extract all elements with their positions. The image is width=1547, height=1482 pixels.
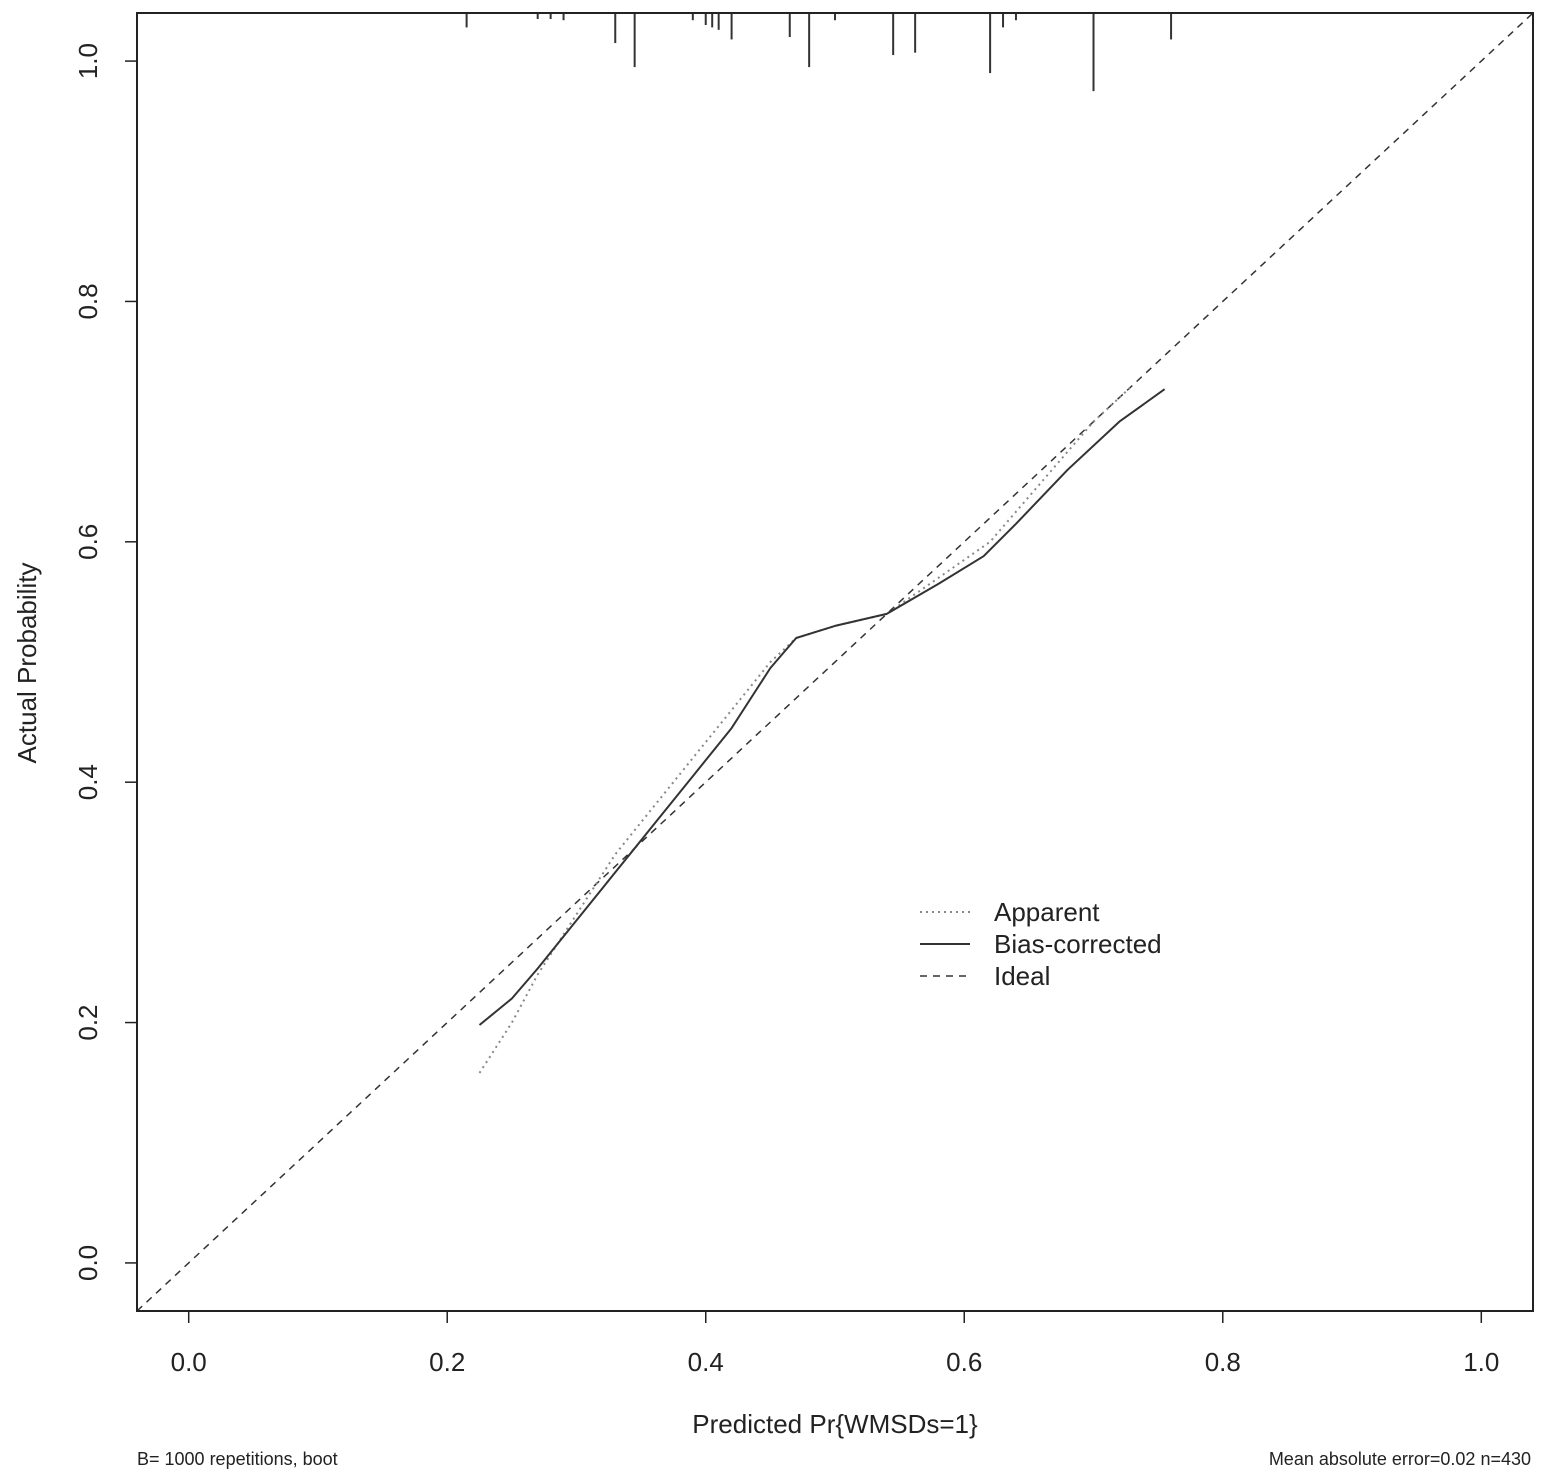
x-tick-label-3: 0.6: [946, 1347, 982, 1377]
ideal-series: [136, 12, 1534, 1312]
x-tick-label-4: 0.8: [1205, 1347, 1241, 1377]
footnote-mean-absolute-error: Mean absolute error=0.02 n=430: [1268, 1449, 1531, 1469]
apparent-series: [478, 384, 1133, 1074]
legend: Apparent Bias-corrected Ideal: [920, 897, 1162, 991]
x-tick-label-2: 0.4: [688, 1347, 724, 1377]
bias-corrected-line: [478, 388, 1166, 1026]
y-axis-title: Actual Probability: [12, 563, 42, 764]
x-axis: 0.0 0.2 0.4 0.6 0.8 1.0: [171, 1310, 1499, 1377]
y-tick-label-3: 0.6: [73, 524, 103, 560]
y-tick-label-0: 0.0: [73, 1245, 103, 1281]
legend-label-bias-corrected: Bias-corrected: [994, 929, 1162, 959]
ideal-line: [136, 12, 1534, 1312]
y-axis: 0.0 0.2 0.4 0.6 0.8 1.0: [73, 43, 138, 1281]
rug-marks: [465, 13, 1173, 92]
x-axis-title: Predicted Pr{WMSDs=1}: [692, 1409, 978, 1439]
legend-label-ideal: Ideal: [994, 961, 1050, 991]
bias-corrected-series: [478, 388, 1166, 1026]
y-tick-label-5: 1.0: [73, 43, 103, 79]
legend-label-apparent: Apparent: [994, 897, 1100, 927]
x-tick-label-0: 0.0: [171, 1347, 207, 1377]
y-tick-label-4: 0.8: [73, 283, 103, 319]
x-tick-label-5: 1.0: [1463, 1347, 1499, 1377]
y-tick-label-2: 0.4: [73, 764, 103, 800]
footnote-repetitions: B= 1000 repetitions, boot: [137, 1449, 338, 1469]
y-tick-label-1: 0.2: [73, 1004, 103, 1040]
x-tick-label-1: 0.2: [429, 1347, 465, 1377]
apparent-line: [478, 384, 1133, 1074]
